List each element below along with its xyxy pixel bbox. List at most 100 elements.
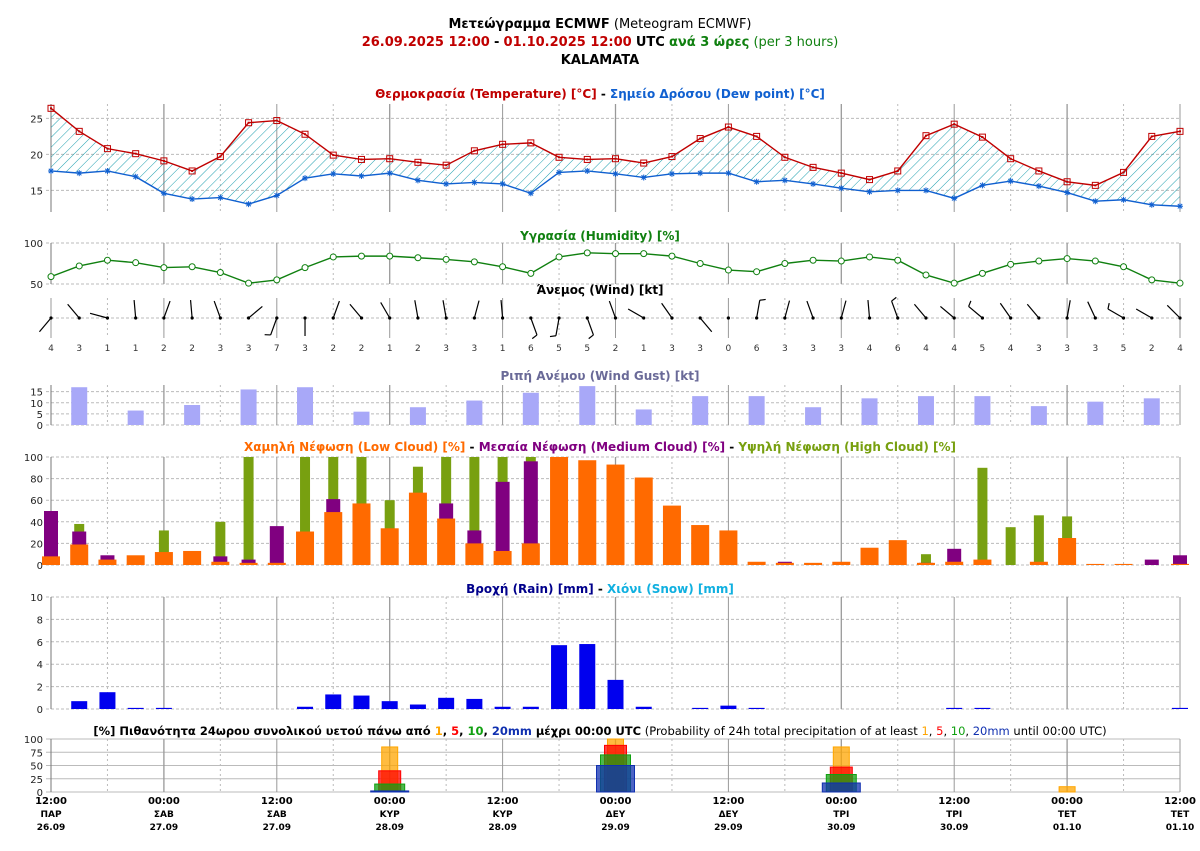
temperature-point-center	[134, 152, 137, 155]
dewpoint-point	[48, 167, 54, 174]
temperature-title-part: -	[597, 87, 610, 101]
low-cloud-bar	[860, 547, 879, 565]
temperature-point-center	[162, 159, 165, 162]
wind-speed-label: 2	[1149, 344, 1155, 354]
temperature-point	[1007, 155, 1015, 163]
probability-y-tick-label: 75	[30, 748, 43, 759]
x-axis-time-label: 00:00	[825, 796, 857, 807]
temperature-point-center	[1066, 180, 1069, 183]
temperature-point-center	[868, 178, 871, 181]
low-cloud-bar	[747, 561, 766, 565]
probability-title-part: ,	[929, 724, 936, 738]
wind-barb-shaft	[840, 300, 847, 319]
medium-cloud-bar	[947, 548, 962, 565]
humidity-point	[103, 256, 111, 264]
wind-barb-shaft	[500, 300, 504, 319]
wind-barb-shaft	[1107, 308, 1124, 319]
wind-barb-shaft	[756, 300, 761, 319]
wind-speed-label: 2	[330, 344, 336, 354]
probability-title-part: ,	[943, 724, 950, 738]
medium-cloud-bar	[44, 511, 58, 565]
rain-bar	[692, 707, 709, 709]
temperature-y-tick-label: 25	[30, 114, 43, 125]
wind-speed-label: 4	[951, 344, 957, 354]
prob-20mm-bar	[821, 782, 861, 793]
humidity-point	[329, 253, 337, 261]
wind-barb-shaft	[913, 303, 927, 319]
probability-title-part: 20mm	[973, 724, 1010, 738]
low-cloud-bar	[550, 457, 569, 565]
wind-station-dot	[726, 316, 731, 320]
temperature-y-tick-label: 20	[30, 150, 43, 161]
low-cloud-bar	[98, 559, 117, 565]
low-cloud-bar	[42, 556, 60, 565]
wind-speed-label: 5	[1121, 344, 1127, 354]
temperature-point-center	[219, 155, 222, 158]
low-cloud-bar	[804, 562, 823, 565]
wind-barb-feather	[1107, 303, 1110, 310]
wind-gust-bar	[1087, 401, 1104, 425]
medium-cloud-bar	[1144, 559, 1159, 565]
x-axis-date-label: 30.09	[827, 823, 855, 833]
humidity-point	[837, 257, 845, 265]
humidity-point	[866, 253, 874, 261]
humidity-title: Υγρασία (Humidity) [%]	[519, 229, 680, 243]
temperature-point	[866, 176, 874, 184]
wind-gust-y-tick-label: 10	[30, 399, 43, 410]
dewpoint-point	[76, 170, 83, 177]
low-cloud-bar	[719, 530, 738, 565]
humidity-point	[1176, 279, 1184, 287]
low-cloud-bar	[183, 550, 202, 565]
wind-barb-shaft	[806, 300, 814, 319]
temperature-dewpoint-band	[51, 108, 1180, 207]
x-axis-day-label: ΤΡΙ	[833, 810, 849, 820]
header-date-from: 26.09.2025 12:00	[361, 35, 490, 50]
low-cloud-bar	[634, 477, 653, 565]
dewpoint-point	[668, 170, 675, 177]
high-cloud-bar	[1005, 527, 1016, 565]
dewpoint-point	[612, 170, 619, 177]
x-axis-day-label: ΠΑΡ	[40, 810, 61, 820]
wind-barb-shaft	[608, 300, 617, 319]
humidity-point	[386, 252, 394, 260]
dewpoint-point	[160, 190, 167, 197]
probability-title-part: 1	[921, 724, 928, 738]
temperature-point	[1063, 178, 1071, 186]
humidity-point	[894, 256, 902, 264]
temperature-point-center	[981, 136, 984, 139]
precipitation-title: Βροχή (Rain) [mm] - Χιόνι (Snow) [mm]	[466, 582, 734, 596]
temperature-point-center	[473, 149, 476, 152]
low-cloud-bar	[154, 552, 173, 565]
temperature-point	[329, 151, 337, 159]
dewpoint-point	[1035, 183, 1042, 190]
temperature-point-center	[445, 164, 448, 167]
wind-gust-bar	[409, 407, 426, 425]
wind-gust-bar	[353, 411, 370, 425]
dewpoint-point	[330, 170, 337, 177]
wind-barb-shaft	[349, 303, 362, 319]
probability-panel: 0 25 50 75 100	[24, 735, 1181, 799]
precipitation-y-tick-label: 4	[37, 660, 43, 671]
temperature-point-center	[106, 147, 109, 150]
rain-bar	[155, 707, 172, 709]
header-line-3: KALAMATA	[0, 52, 1200, 70]
wind-barb-shaft	[67, 303, 80, 319]
temperature-point	[1148, 132, 1156, 140]
x-axis-date-label: 27.09	[263, 823, 291, 833]
x-axis-day-label: ΔΕΥ	[606, 810, 626, 820]
wind-gust-bar	[466, 400, 483, 425]
x-axis-day-label: ΣΑΒ	[267, 810, 287, 820]
temperature-point-center	[727, 126, 730, 129]
x-axis-time-label: 00:00	[148, 796, 180, 807]
wind-speed-label: 6	[528, 344, 534, 354]
humidity-point	[357, 252, 365, 260]
high-cloud-bar	[215, 521, 226, 565]
wind-barb-shaft	[213, 300, 221, 319]
low-cloud-bar	[916, 562, 935, 565]
wind-speed-label: 1	[500, 344, 506, 354]
wind-barb-shaft	[380, 302, 391, 319]
wind-speed-label: 6	[754, 344, 760, 354]
wind-barb-shaft	[891, 300, 899, 319]
wind-speed-label: 2	[189, 344, 195, 354]
